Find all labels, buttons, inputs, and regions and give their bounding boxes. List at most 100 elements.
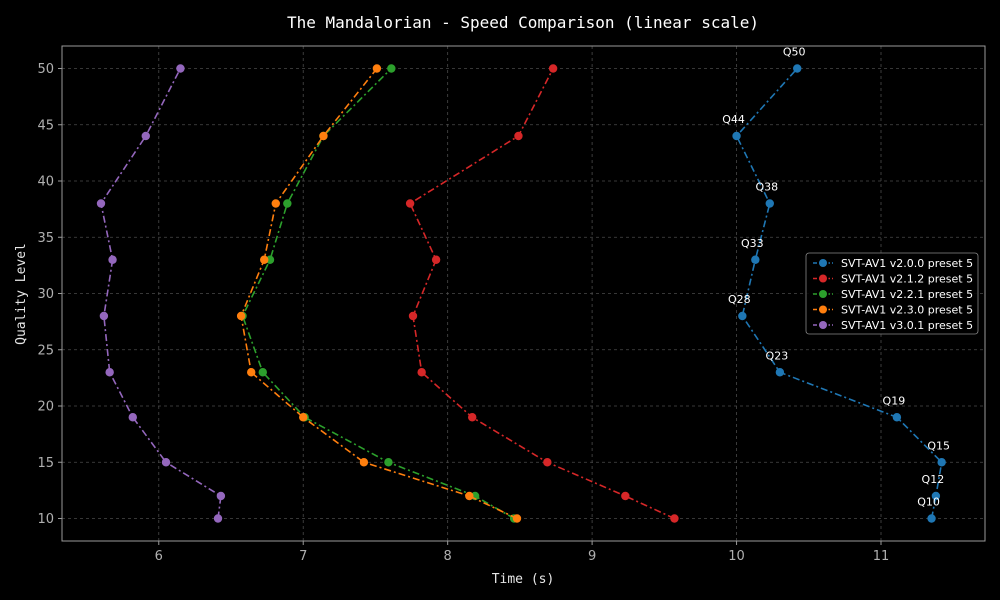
- point-label: Q12: [922, 473, 945, 486]
- point-label: Q44: [722, 113, 745, 126]
- data-point: [176, 64, 185, 73]
- data-point: [927, 514, 936, 523]
- x-axis-label: Time (s): [492, 572, 555, 587]
- series-line: [240, 68, 518, 520]
- data-point: [468, 413, 477, 422]
- series-4: [236, 64, 522, 523]
- data-point: [359, 458, 369, 467]
- data-point: [387, 64, 396, 73]
- point-label: Q15: [927, 439, 950, 452]
- legend-item: SVT-AV1 v2.0.0 preset 5: [813, 257, 973, 270]
- point-label: Q19: [883, 394, 906, 407]
- data-point: [372, 64, 382, 73]
- data-point: [128, 413, 137, 422]
- ticks: 6 7 8 9 10 11 10 15 20 25 30 35 40 45 50: [37, 62, 889, 564]
- data-point: [141, 131, 150, 141]
- legend-marker: [819, 259, 827, 267]
- data-point: [258, 368, 267, 377]
- legend: SVT-AV1 v2.0.0 preset 5 SVT-AV1 v2.1.2 pr…: [805, 252, 979, 335]
- data-point: [548, 64, 558, 73]
- point-label: Q10: [917, 496, 940, 509]
- data-point: [213, 514, 223, 523]
- data-point: [108, 255, 117, 264]
- data-point: [405, 199, 415, 208]
- data-point: [408, 311, 418, 321]
- data-point: [384, 458, 393, 467]
- legend-box: [805, 252, 979, 335]
- data-point: [465, 491, 474, 501]
- legend-item: SVT-AV1 v2.2.1 preset 5: [813, 288, 973, 301]
- legend-marker: [819, 274, 827, 283]
- y-tick-label: 20: [37, 400, 54, 415]
- point-label: Q50: [783, 46, 806, 59]
- data-point: [775, 368, 785, 377]
- legend-label: SVT-AV1 v3.0.1 preset 5: [841, 319, 973, 332]
- legend-item: SVT-AV1 v2.3.0 preset 5: [813, 304, 973, 317]
- point-annotations: Q10 Q12 Q15 Q19 Q23 Q28 Q33 Q38 Q44 Q50: [722, 46, 950, 509]
- point-label: Q38: [755, 181, 778, 194]
- legend-marker: [819, 305, 827, 314]
- data-point: [99, 311, 109, 321]
- y-tick-label: 25: [37, 343, 54, 358]
- y-tick-label: 30: [37, 287, 54, 302]
- y-tick-label: 50: [37, 62, 54, 77]
- data-point: [543, 458, 552, 467]
- y-tick-label: 40: [37, 175, 54, 190]
- data-point: [670, 514, 679, 523]
- x-tick-label: 6: [155, 549, 163, 564]
- data-point: [417, 368, 426, 377]
- series-line: [409, 68, 675, 520]
- data-point: [621, 491, 630, 501]
- legend-item: SVT-AV1 v3.0.1 preset 5: [813, 319, 973, 332]
- data-point: [236, 311, 246, 321]
- data-point: [793, 64, 802, 73]
- y-tick-label: 35: [37, 231, 54, 246]
- data-point: [732, 131, 741, 141]
- data-point: [283, 199, 292, 208]
- y-tick-label: 15: [37, 456, 54, 471]
- legend-label: SVT-AV1 v2.2.1 preset 5: [841, 288, 973, 301]
- x-tick-label: 9: [588, 549, 596, 564]
- data-point: [299, 413, 308, 422]
- legend-marker: [819, 290, 827, 298]
- data-point: [431, 255, 441, 264]
- chart-title: The Mandalorian - Speed Comparison (line…: [287, 13, 759, 32]
- data-point: [937, 458, 946, 467]
- data-point: [751, 255, 760, 264]
- point-label: Q28: [728, 293, 751, 306]
- series-line: [735, 67, 943, 519]
- legend-label: SVT-AV1 v2.3.0 preset 5: [841, 304, 973, 317]
- point-label: Q23: [766, 349, 789, 362]
- data-point: [892, 413, 902, 422]
- series-line: [241, 67, 515, 520]
- series-group: [96, 64, 946, 523]
- data-point: [161, 458, 171, 467]
- y-axis-label: Quality Level: [14, 243, 29, 345]
- legend-label: SVT-AV1 v2.1.2 preset 5: [841, 273, 973, 286]
- legend-item: SVT-AV1 v2.1.2 preset 5: [813, 273, 973, 286]
- data-point: [260, 255, 269, 264]
- series-line: [100, 68, 222, 519]
- data-point: [105, 368, 114, 377]
- data-point: [96, 199, 106, 208]
- legend-marker: [819, 321, 827, 329]
- x-tick-label: 10: [728, 549, 745, 564]
- data-point: [738, 311, 747, 321]
- y-tick-label: 10: [37, 512, 54, 527]
- data-point: [271, 199, 280, 208]
- data-point: [512, 514, 522, 523]
- legend-label: SVT-AV1 v2.0.0 preset 5: [841, 257, 973, 270]
- data-point: [931, 491, 941, 501]
- data-point: [247, 368, 256, 377]
- series-5: [96, 64, 226, 523]
- data-point: [265, 255, 275, 264]
- data-point: [765, 199, 774, 208]
- data-point: [216, 491, 226, 501]
- x-tick-label: 7: [299, 549, 307, 564]
- x-tick-label: 11: [873, 549, 890, 564]
- series-2: [405, 64, 679, 523]
- data-point: [514, 131, 523, 141]
- point-label: Q33: [741, 237, 764, 250]
